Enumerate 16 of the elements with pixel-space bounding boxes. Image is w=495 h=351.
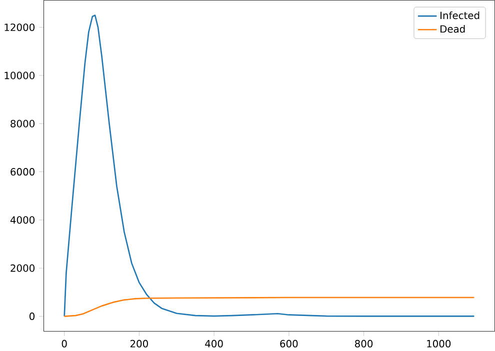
y-tick-label: 8000 <box>10 120 35 128</box>
y-tick-label: 0 <box>30 312 35 320</box>
y-tick-label: 4000 <box>10 216 35 224</box>
x-tick-label: 600 <box>280 340 298 348</box>
legend-label: Dead <box>440 25 465 33</box>
y-tick-label: 6000 <box>10 168 35 176</box>
legend-label: Infected <box>440 11 480 20</box>
x-tick-label: 1000 <box>427 340 451 348</box>
x-tick-label: 400 <box>205 340 223 348</box>
x-tick-label: 0 <box>62 340 67 348</box>
y-tick-label: 12000 <box>4 24 34 32</box>
x-tick-label: 800 <box>355 340 373 348</box>
y-tick-label: 2000 <box>10 264 35 272</box>
line-series <box>64 296 475 317</box>
y-tick-label: 10000 <box>4 72 34 80</box>
x-tick-label: 200 <box>130 340 148 348</box>
